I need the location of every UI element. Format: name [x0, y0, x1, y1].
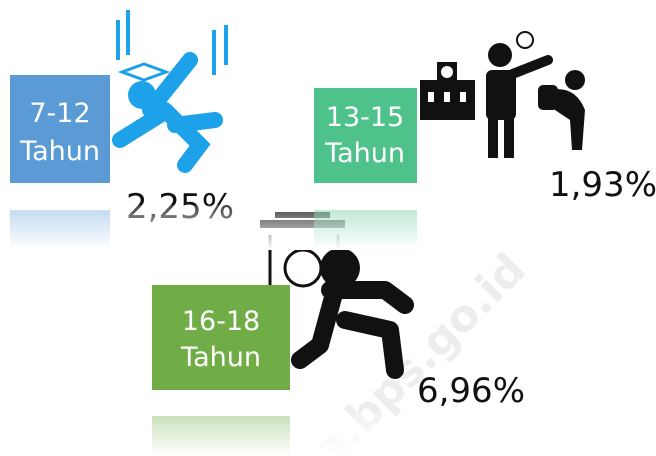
age-box: [152, 285, 290, 390]
school-icon: [420, 31, 585, 158]
reflection-fade: [0, 412, 656, 456]
value-label: 1,93%: [549, 165, 656, 205]
age-box: [314, 88, 417, 183]
unit-label: Tahun: [19, 136, 100, 167]
value-label: 6,96%: [417, 371, 525, 411]
age-label: 7-12: [29, 98, 90, 129]
unit-label: Tahun: [324, 138, 405, 169]
group-13-15: 13-15 Tahun 1,93%: [314, 88, 656, 246]
falling-icon: [112, 10, 228, 173]
age-label: 16-18: [182, 306, 260, 337]
reflection-fade: [0, 205, 656, 250]
unit-label: Tahun: [180, 342, 261, 373]
age-label: 13-15: [326, 102, 404, 133]
age-box: [10, 75, 110, 183]
